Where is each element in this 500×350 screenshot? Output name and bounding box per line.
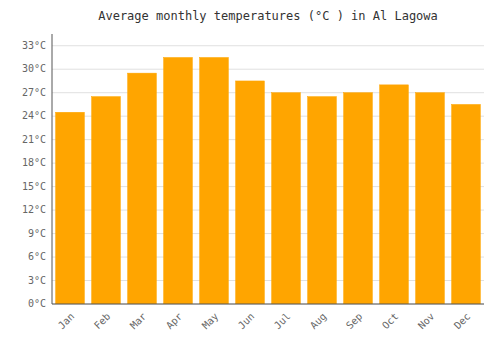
x-axis-line [52,304,484,305]
chart-svg: 0°C 3°C 6°C 9°C 12°C 15°C 18°C 21°C 24°C 27°C 30°C… [0,0,500,350]
x-tick-label: Oct [380,311,401,332]
x-tick-label: Nov [416,311,437,332]
y-axis-line [52,34,53,304]
x-tick-label: Dec [452,311,473,332]
grid-line [52,69,484,70]
bar [416,93,445,304]
y-tick-label: 24°C [22,110,46,121]
x-tick-label: Apr [164,311,185,332]
bars [56,57,481,304]
x-tick-label: Aug [308,311,329,332]
y-tick-label: 6°C [28,251,46,262]
y-tick-label: 15°C [22,181,46,192]
grid [52,46,484,304]
bar [380,85,409,304]
x-tick-label: Mar [128,311,149,332]
y-tick-label: 3°C [28,275,46,286]
y-tick-label: 27°C [22,87,46,98]
x-tick-label: Jul [272,311,293,332]
x-tick-label: May [200,311,221,332]
bar [164,57,193,304]
x-tick-label: Jan [56,311,77,332]
y-tick-label: 30°C [22,63,46,74]
y-tick-label: 21°C [22,134,46,145]
bar [272,93,301,304]
grid-line [52,304,484,305]
y-tick-label: 9°C [28,228,46,239]
bar [344,93,373,304]
bar [56,112,85,304]
y-tick-labels: 0°C 3°C 6°C 9°C 12°C 15°C 18°C 21°C 24°C 27°C 30°C… [22,40,46,309]
bar [128,73,157,304]
bar [92,97,121,304]
x-tick-label: Sep [344,311,365,332]
x-tick-label: Jun [236,311,257,332]
chart-container: 0°C 3°C 6°C 9°C 12°C 15°C 18°C 21°C 24°C 27°C 30°C… [0,0,500,350]
x-tick-label: Feb [92,311,113,332]
bar [308,97,337,304]
bar [452,104,481,304]
y-tick-label: 0°C [28,298,46,309]
title: Average monthly temperatures (°C ) in Al… [98,9,438,23]
bar [200,57,229,304]
x-tick-labels: Jan Feb Mar Apr May Jun Jul Aug Sep Oct Nov Dec [56,311,473,332]
y-tick-label: 12°C [22,204,46,215]
grid-line [52,45,484,46]
bar [236,81,265,304]
y-tick-label: 18°C [22,157,46,168]
y-tick-label: 33°C [22,40,46,51]
